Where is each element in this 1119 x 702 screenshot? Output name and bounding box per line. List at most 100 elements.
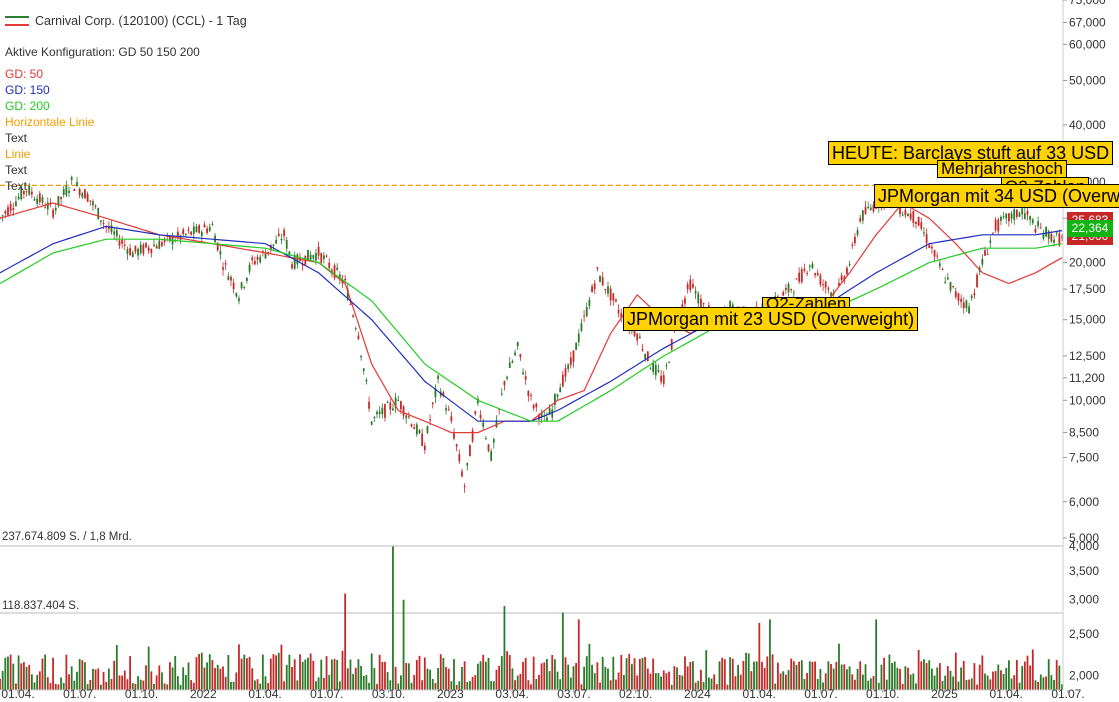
volume-bar — [938, 663, 941, 690]
volume-bar — [137, 676, 139, 690]
x-tick-label: 01.04. — [248, 687, 281, 701]
volume-bar — [960, 667, 963, 690]
volume-bar — [86, 684, 89, 690]
candle — [700, 294, 702, 307]
candle — [808, 264, 811, 272]
candle — [92, 199, 94, 211]
volume-bar — [931, 668, 933, 690]
volume-bar — [492, 681, 495, 690]
candle — [253, 256, 256, 266]
volume-bar — [437, 668, 439, 690]
y-tick-label: 60,000 — [1069, 37, 1106, 51]
candle — [1018, 211, 1021, 218]
volume-bar — [556, 671, 559, 690]
volume-bar — [1053, 679, 1055, 690]
candle — [285, 236, 288, 253]
candle — [224, 259, 227, 271]
candle — [277, 228, 280, 238]
candle — [86, 191, 89, 203]
volume-bar — [652, 658, 655, 690]
candle — [65, 180, 68, 198]
candle — [129, 244, 131, 257]
candle — [530, 392, 532, 401]
candle — [232, 278, 235, 294]
volume-bar — [1055, 660, 1058, 690]
candle — [293, 251, 296, 271]
volume-bar — [684, 656, 686, 690]
candle — [917, 216, 920, 227]
candle — [962, 297, 965, 314]
volume-bar — [264, 676, 267, 690]
volume-bar — [798, 661, 801, 690]
volume-bar — [941, 680, 944, 690]
volume-bar — [57, 684, 60, 690]
volume-bar — [1, 670, 4, 690]
candle — [81, 191, 84, 200]
candle — [333, 263, 336, 281]
volume-bar — [769, 619, 771, 690]
volume-bar — [915, 683, 917, 690]
x-tick-label: 2024 — [684, 687, 711, 701]
candle — [246, 277, 248, 284]
candle — [36, 194, 39, 208]
volume-bar — [315, 681, 317, 690]
volume-bar — [469, 681, 471, 690]
volume-bar — [548, 671, 551, 690]
volume-bar — [747, 653, 750, 690]
annotation-mehrjahreshoch[interactable]: Mehrjahreshoch — [937, 160, 1067, 178]
volume-bar — [471, 676, 474, 690]
annotation-jpmorgan-34[interactable]: JPMorgan mit 34 USD (Overweight) — [874, 184, 1119, 208]
volume-bar — [559, 679, 562, 690]
volume-bar — [46, 677, 49, 690]
volume-bar — [142, 680, 145, 690]
chart-title: Carnival Corp. (120100) (CCL) - 1 Tag — [5, 14, 247, 28]
y-tick-label: 15,000 — [1069, 313, 1106, 327]
candle — [421, 428, 424, 447]
volume-bar — [118, 675, 121, 690]
candle — [795, 278, 798, 280]
candle — [1029, 215, 1032, 226]
candle — [301, 259, 304, 271]
volume-bar — [564, 657, 567, 690]
volume-bar — [514, 680, 516, 690]
volume-bar — [824, 673, 827, 690]
volume-bar — [41, 658, 44, 690]
candle — [121, 235, 124, 249]
candle — [856, 227, 859, 237]
candle — [941, 267, 944, 271]
candle — [553, 392, 556, 411]
volume-bar — [766, 656, 769, 690]
candle — [864, 201, 867, 215]
candle — [811, 261, 814, 270]
candle — [325, 254, 328, 258]
volume-bar — [893, 661, 896, 690]
annotation-jpmorgan-23[interactable]: JPMorgan mit 23 USD (Overweight) — [623, 307, 919, 331]
volume-bar — [1015, 659, 1018, 690]
volume-bar — [546, 658, 548, 690]
candle — [503, 380, 506, 391]
candle — [591, 284, 593, 293]
volume-bar — [447, 668, 450, 690]
candle — [113, 226, 116, 240]
volume-bar — [179, 684, 182, 690]
candle — [259, 254, 262, 264]
volume-bar — [970, 678, 973, 690]
volume-bar — [532, 656, 535, 690]
candle — [1008, 212, 1010, 227]
volume-bar — [482, 654, 485, 690]
volume-bar — [381, 661, 384, 690]
candle — [1055, 231, 1058, 237]
volume-bar — [742, 661, 745, 690]
candle — [76, 177, 78, 187]
volume-bar — [44, 654, 47, 690]
volume-bar — [516, 675, 519, 690]
ma-line-200 — [0, 238, 1063, 422]
candle — [394, 392, 397, 413]
volume-bar — [846, 669, 848, 690]
volume-bar — [734, 676, 737, 690]
candle — [657, 364, 660, 374]
volume-tick-label: 4,000 — [1069, 539, 1099, 553]
volume-bar — [896, 667, 899, 690]
